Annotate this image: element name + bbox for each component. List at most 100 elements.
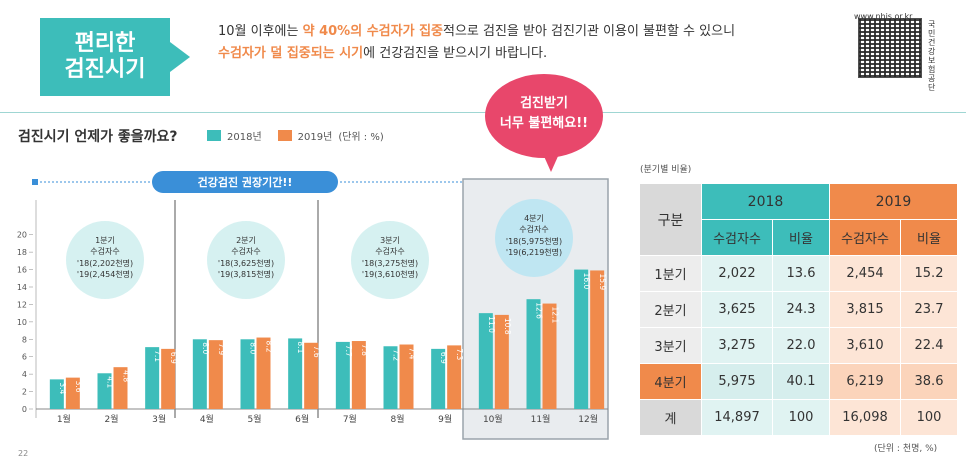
x-tick-label: 2월: [104, 413, 118, 425]
y-tick-label: 18: [17, 248, 27, 257]
bar-2019: [208, 340, 223, 409]
x-tick-label: 6월: [295, 413, 309, 425]
bar-label-2019: 7.9: [217, 343, 226, 355]
intro-part-1: 10월 이후에는: [218, 24, 303, 39]
bar-2019: [304, 342, 319, 409]
intro-highlight-2: 수검자가 덜 집중되는 시기: [218, 46, 364, 61]
bar-label-2018: 3.4: [58, 382, 67, 394]
row-label: 2분기: [639, 291, 702, 328]
y-tick-label: 4: [22, 370, 27, 379]
table-row-total: 계 14,897 100 16,098 100: [639, 399, 958, 436]
bubble-line-1: 검진받기: [520, 96, 568, 111]
bar-2018: [240, 339, 255, 409]
bar-2018: [574, 269, 589, 409]
bar-label-2019: 7.8: [360, 344, 369, 356]
bar-2018: [49, 379, 64, 409]
bar-label-2019: 4.8: [122, 370, 131, 382]
legend-swatch-2019: [277, 130, 292, 141]
cell-ratio-2019: 100: [900, 399, 958, 436]
y-tick-label: 10: [17, 318, 27, 327]
table-row: 2분기 3,625 24.3 3,815 23.7: [639, 291, 958, 328]
bar-label-2019: 15.9: [598, 273, 607, 290]
header-year-2018: 2018: [701, 183, 830, 220]
x-tick-label: 3월: [152, 413, 166, 425]
x-tick-label: 7월: [343, 413, 357, 425]
bar-label-2019: 7.4: [408, 348, 417, 360]
cell-ratio-2018: 24.3: [772, 291, 830, 328]
cell-ratio-2018: 22.0: [772, 327, 830, 364]
bar-label-2019: 12.1: [551, 307, 560, 324]
bar-2019: [447, 345, 462, 409]
cell-ratio-2019: 38.6: [900, 363, 958, 400]
bar-label-2019: 10.8: [503, 318, 512, 335]
cell-ratio-2019: 15.2: [900, 255, 958, 292]
bar-2018: [335, 341, 350, 409]
quarter-note-line2: '18(3,625천명): [218, 258, 274, 268]
title-line-2: 검진시기: [64, 57, 146, 82]
x-tick-label: 9월: [438, 413, 452, 425]
q4-note-circle: [495, 199, 573, 277]
cell-count-2018: 2,022: [701, 255, 773, 292]
inconvenience-bubble: 검진받기 너무 불편해요!!: [485, 74, 603, 172]
bar-label-2019: 7.3: [455, 348, 464, 360]
table-row: 1분기 2,022 13.6 2,454 15.2: [639, 255, 958, 292]
legend-swatch-2018: [207, 130, 221, 141]
bar-label-2018: 8.1: [296, 341, 305, 353]
recommend-pill: [152, 171, 338, 193]
cell-count-2019: 3,815: [829, 291, 901, 328]
bar-2018: [526, 299, 541, 409]
bar-2019: [399, 344, 414, 409]
x-tick-label: 10월: [483, 413, 503, 425]
quarter-note-line2: '18(2,202천명): [77, 258, 133, 268]
bar-label-2018: 16.0: [582, 273, 591, 290]
header-count-2019: 수검자수: [829, 219, 901, 256]
x-tick-label: 1월: [57, 413, 71, 425]
legend-unit: (단위 : %): [338, 132, 384, 143]
bar-2018: [97, 373, 112, 409]
header-gubun: 구분: [639, 183, 702, 256]
header-ratio-2019: 비율: [900, 219, 958, 256]
bar-label-2018: 7.7: [344, 345, 353, 357]
quarter-note-circle: [351, 221, 429, 299]
qr-url: www.nhis.or.kr: [854, 12, 913, 21]
cell-ratio-2018: 13.6: [772, 255, 830, 292]
table-caption: (분기별 비율): [640, 165, 692, 175]
header-ratio-2018: 비율: [772, 219, 830, 256]
table-subheader-row: 수검자수 비율 수검자수 비율: [640, 219, 958, 256]
bar-label-2018: 11.0: [487, 316, 496, 333]
table-row: 3분기 3,275 22.0 3,610 22.4: [639, 327, 958, 364]
bar-label-2019: 6.9: [169, 352, 178, 364]
recommend-label: 건강검진 권장기간!!: [198, 175, 293, 189]
header-year-2019: 2019: [829, 183, 958, 220]
bar-label-2018: 8.0: [249, 342, 258, 354]
bar-label-2019: 8.2: [265, 341, 274, 353]
y-tick-label: 14: [17, 283, 27, 292]
bar-2018: [145, 347, 160, 409]
cell-ratio-2018: 100: [772, 399, 830, 436]
intro-part-2: 적으로 검진을 받아 검진기관 이용이 불편할 수 있으니: [442, 24, 736, 39]
bar-label-2018: 7.1: [153, 350, 162, 362]
bar-2018: [288, 338, 303, 409]
y-tick-label: 20: [17, 231, 27, 240]
bar-label-2019: 7.6: [312, 346, 321, 358]
quarter-note-title: 1분기: [95, 236, 115, 245]
intro-highlight-1: 약 40%의 수검자가 집중: [302, 24, 443, 39]
bar-2019: [256, 337, 271, 409]
qr-code-icon[interactable]: [858, 18, 922, 78]
cell-count-2018: 5,975: [701, 363, 773, 400]
bar-label-2018: 8.0: [201, 342, 210, 354]
page-title: 편리한 검진시기: [40, 18, 190, 96]
quarter-note-title: 3분기: [380, 236, 400, 245]
quarter-note-line1: 수검자수: [90, 246, 119, 256]
quarter-note-title: 2분기: [236, 236, 256, 245]
legend-label-2019: 2019년: [297, 132, 333, 143]
x-tick-label: 11월: [531, 413, 551, 425]
y-tick-label: 6: [22, 353, 27, 362]
bubble-line-2: 너무 불편해요!!: [499, 116, 589, 131]
cell-ratio-2019: 23.7: [900, 291, 958, 328]
y-tick-label: 8: [22, 335, 27, 344]
bar-2019: [161, 348, 176, 409]
row-label: 1분기: [639, 255, 702, 292]
bar-2019: [351, 341, 366, 409]
x-tick-label: 12월: [578, 413, 598, 425]
